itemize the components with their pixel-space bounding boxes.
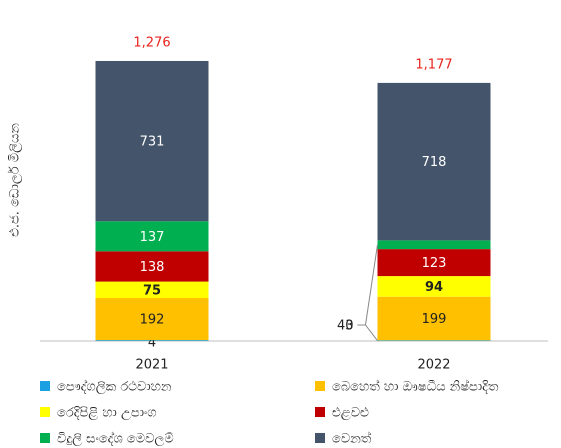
legend-label: බෙහෙත් හා ඖෂධීය නිෂ්පාදිත [332, 378, 499, 394]
legend-swatch [315, 433, 325, 443]
data-label: 4 [148, 336, 156, 351]
data-label: 75 [143, 283, 161, 298]
legend-swatch [40, 407, 50, 417]
data-label: 192 [140, 313, 165, 328]
bar-segment [95, 221, 209, 252]
legend-swatch [315, 407, 325, 417]
bar-segment [377, 240, 491, 250]
bar-segment [377, 340, 491, 341]
legend-label: වෙනත් [332, 430, 372, 446]
data-label: 199 [422, 312, 447, 327]
bar-segment [95, 298, 209, 341]
total-label: 1,276 [133, 36, 170, 51]
bar-segment [95, 281, 209, 299]
x-tick-label: 2022 [417, 358, 450, 373]
data-label: 138 [140, 260, 165, 275]
total-label: 1,177 [415, 57, 452, 72]
legend-swatch [40, 381, 50, 391]
bar-segment [95, 340, 209, 341]
bar-segment [377, 276, 491, 297]
data-label: 123 [422, 256, 447, 271]
y-axis-label: එ.ජ. ඩොලර් මිලියන [7, 123, 23, 237]
bar-segment [377, 296, 491, 341]
data-label: 718 [422, 155, 447, 170]
data-label: 731 [140, 135, 165, 150]
bar-segment [95, 251, 209, 282]
data-label: 94 [425, 280, 443, 295]
leader-line [365, 324, 378, 341]
data-label: 40 [337, 319, 354, 334]
data-label: 137 [140, 230, 165, 245]
leader-line [365, 244, 378, 326]
legend-label: විදුලි සංදේශ මෙවලම් [57, 430, 174, 446]
legend-label: පෞද්ගලික රථවාහන [57, 378, 172, 394]
legend-label: එළවළු [332, 406, 369, 421]
bar-segment [377, 82, 491, 241]
x-tick-label: 2021 [135, 358, 168, 373]
legend-swatch [315, 381, 325, 391]
legend-label: රෙදිපිළි හා උපාංග [57, 406, 157, 421]
bar-segment [377, 249, 491, 277]
bar-segment [95, 60, 209, 222]
legend-swatch [40, 433, 50, 443]
data-label: 3 [345, 319, 353, 334]
